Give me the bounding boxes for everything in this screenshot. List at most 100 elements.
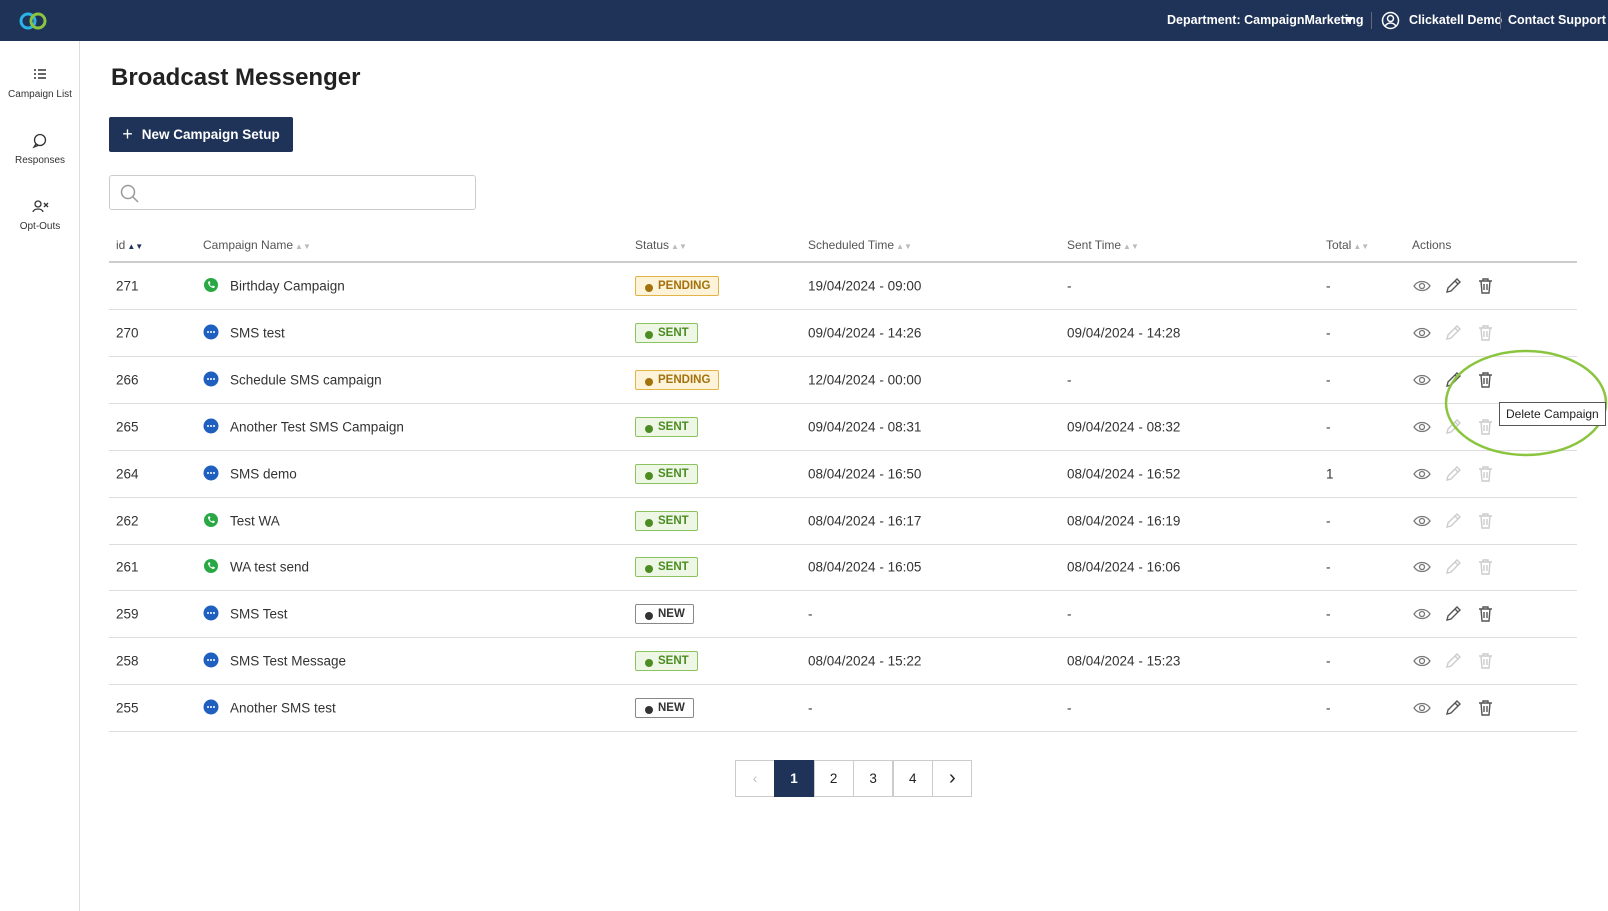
status-badge: PENDING bbox=[635, 369, 720, 390]
delete-icon[interactable] bbox=[1477, 605, 1495, 628]
edit-icon[interactable] bbox=[1444, 324, 1462, 347]
edit-icon[interactable] bbox=[1444, 605, 1462, 628]
user-name[interactable]: Clickatell Demo bbox=[1409, 13, 1503, 27]
status-dot bbox=[645, 330, 653, 339]
view-icon[interactable] bbox=[1413, 325, 1431, 346]
total-cell: - bbox=[1326, 559, 1331, 575]
sort-icon[interactable]: ▲▼ bbox=[127, 242, 144, 251]
delete-icon[interactable] bbox=[1477, 699, 1495, 722]
sort-icon[interactable]: ▲▼ bbox=[1123, 242, 1139, 251]
department-selector[interactable]: Department: CampaignMarketing bbox=[1167, 13, 1364, 27]
row-rule bbox=[109, 543, 1577, 545]
sidebar: Campaign List Responses Opt-Outs bbox=[0, 41, 80, 911]
delete-icon[interactable] bbox=[1477, 371, 1495, 394]
edit-icon[interactable] bbox=[1444, 465, 1462, 488]
page-button[interactable]: 3 bbox=[853, 760, 894, 797]
edit-icon[interactable] bbox=[1444, 699, 1462, 722]
delete-icon[interactable] bbox=[1477, 465, 1495, 488]
view-icon[interactable] bbox=[1413, 653, 1431, 674]
column-header[interactable]: Status ▲▼ bbox=[635, 238, 687, 252]
sent-time: 09/04/2024 - 08:32 bbox=[1067, 419, 1181, 435]
edit-icon[interactable] bbox=[1444, 558, 1462, 581]
delete-icon[interactable] bbox=[1477, 558, 1495, 581]
sent-time: 08/04/2024 - 16:06 bbox=[1067, 559, 1181, 575]
column-header[interactable]: id ▲▼ bbox=[116, 238, 144, 252]
sort-icon[interactable]: ▲▼ bbox=[295, 242, 311, 251]
sort-icon[interactable]: ▲▼ bbox=[896, 242, 912, 251]
edit-icon[interactable] bbox=[1444, 277, 1462, 300]
prev-page[interactable]: ‹ bbox=[735, 760, 775, 797]
status-badge: SENT bbox=[635, 463, 698, 484]
status-dot bbox=[645, 706, 653, 715]
sent-time: 09/04/2024 - 14:28 bbox=[1067, 325, 1181, 341]
status-dot bbox=[645, 565, 653, 574]
sidebar-icon[interactable] bbox=[31, 199, 49, 220]
id-cell: 258 bbox=[116, 653, 139, 669]
dropdown-arrow[interactable] bbox=[1344, 17, 1354, 23]
page-button[interactable]: 1 bbox=[774, 760, 814, 797]
scheduled-time: 08/04/2024 - 16:50 bbox=[808, 466, 922, 482]
total-cell: - bbox=[1326, 606, 1331, 622]
view-icon[interactable] bbox=[1413, 372, 1431, 393]
sidebar-icon[interactable] bbox=[31, 67, 49, 88]
total-cell: - bbox=[1326, 653, 1331, 669]
page-button[interactable]: 4 bbox=[892, 760, 933, 797]
column-header[interactable]: Sent Time ▲▼ bbox=[1067, 238, 1139, 252]
total-cell: 1 bbox=[1326, 466, 1334, 482]
view-icon[interactable] bbox=[1413, 419, 1431, 440]
search-box[interactable] bbox=[109, 175, 476, 210]
delete-icon[interactable] bbox=[1477, 652, 1495, 675]
edit-icon[interactable] bbox=[1444, 512, 1462, 535]
view-icon[interactable] bbox=[1413, 606, 1431, 627]
row-rule bbox=[109, 402, 1577, 404]
row-rule bbox=[109, 449, 1577, 451]
highlight-circle bbox=[1444, 349, 1608, 457]
status-badge: PENDING bbox=[635, 276, 720, 296]
plus-icon: + bbox=[122, 124, 133, 144]
status-badge: SENT bbox=[635, 510, 698, 531]
delete-icon[interactable] bbox=[1477, 418, 1495, 441]
new-campaign-button[interactable]: + New Campaign Setup bbox=[109, 117, 293, 152]
sidebar-label[interactable]: Campaign List bbox=[8, 89, 72, 100]
status-dot bbox=[645, 518, 653, 527]
delete-icon[interactable] bbox=[1477, 324, 1495, 347]
search-icon bbox=[120, 184, 139, 203]
channel-icon bbox=[203, 512, 220, 534]
delete-icon[interactable] bbox=[1477, 512, 1495, 535]
channel-icon bbox=[203, 324, 220, 346]
sidebar-icon[interactable] bbox=[31, 133, 49, 154]
view-icon[interactable] bbox=[1413, 466, 1431, 487]
sidebar-label[interactable]: Opt-Outs bbox=[19, 221, 61, 232]
campaign-name: Test WA bbox=[230, 513, 280, 528]
header-rule bbox=[109, 261, 1577, 263]
status-badge: NEW bbox=[635, 698, 694, 719]
channel-icon bbox=[203, 277, 220, 299]
edit-icon[interactable] bbox=[1444, 652, 1462, 675]
contact-support[interactable]: Contact Support bbox=[1508, 13, 1606, 27]
sidebar-label[interactable]: Responses bbox=[14, 155, 66, 166]
status-dot bbox=[645, 659, 653, 668]
total-cell: - bbox=[1326, 700, 1331, 716]
view-icon[interactable] bbox=[1413, 278, 1431, 299]
view-icon[interactable] bbox=[1413, 559, 1431, 580]
delete-icon[interactable] bbox=[1477, 277, 1495, 300]
view-icon[interactable] bbox=[1413, 700, 1431, 721]
column-header[interactable]: Total ▲▼ bbox=[1326, 238, 1370, 252]
next-page[interactable]: › bbox=[932, 760, 973, 797]
total-cell: - bbox=[1326, 325, 1331, 341]
page-button[interactable]: 2 bbox=[813, 760, 854, 797]
total-cell: - bbox=[1326, 513, 1331, 528]
view-icon[interactable] bbox=[1413, 513, 1431, 534]
sort-icon[interactable]: ▲▼ bbox=[1353, 242, 1370, 251]
campaign-name: SMS Test bbox=[230, 606, 288, 622]
sort-icon[interactable]: ▲▼ bbox=[671, 242, 687, 251]
scheduled-time: - bbox=[808, 700, 813, 716]
row-rule bbox=[109, 731, 1577, 733]
status-dot bbox=[645, 424, 653, 433]
status-badge: SENT bbox=[635, 651, 698, 672]
sent-time: - bbox=[1067, 700, 1072, 716]
column-header[interactable]: Campaign Name ▲▼ bbox=[203, 238, 311, 252]
column-header[interactable]: Scheduled Time ▲▼ bbox=[808, 238, 912, 252]
id-cell: 261 bbox=[116, 559, 139, 575]
edit-icon[interactable] bbox=[1444, 418, 1462, 441]
